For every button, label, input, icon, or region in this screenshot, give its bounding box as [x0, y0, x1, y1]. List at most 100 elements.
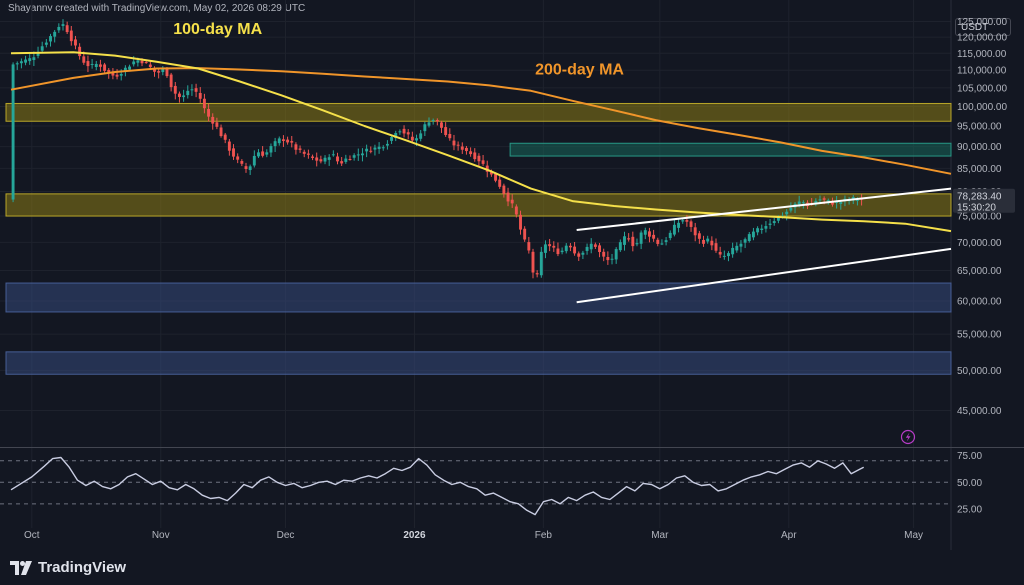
price-tick-label: 60,000.00 — [957, 297, 1002, 308]
candle-body — [760, 228, 764, 230]
candle-body — [623, 236, 626, 245]
candle-body — [419, 133, 423, 139]
candle-body — [402, 128, 406, 134]
candle-body — [306, 153, 310, 155]
candle-body — [751, 231, 755, 238]
candle-body — [211, 116, 215, 124]
candle-body — [598, 245, 601, 253]
price-tick-label: 85,000.00 — [957, 164, 1002, 175]
candle-body — [94, 63, 98, 68]
candle-body — [248, 166, 252, 171]
candle-body — [28, 58, 32, 62]
tradingview-logo-icon — [10, 560, 32, 575]
candle-body — [290, 141, 294, 143]
candle-body — [103, 64, 107, 71]
zone-blue — [5, 282, 952, 313]
candle-body — [814, 200, 818, 205]
zone-yellow — [5, 102, 952, 122]
time-tick-label: Nov — [152, 530, 170, 541]
time-tick-label: Apr — [781, 530, 797, 541]
candle-body — [381, 147, 385, 149]
price-tick-label: 55,000.00 — [957, 330, 1002, 341]
zone-yellow — [5, 193, 952, 217]
candle-body — [86, 61, 90, 67]
candle-body — [406, 132, 410, 135]
candle-body — [157, 71, 161, 73]
candle-body — [198, 92, 202, 99]
currency-selector[interactable]: USDT — [955, 18, 1011, 36]
candle-body — [452, 140, 456, 146]
time-tick-label: Mar — [651, 530, 669, 541]
candle-body — [385, 143, 389, 146]
candle-body — [681, 220, 685, 222]
candle-body — [444, 127, 448, 135]
candle-body — [315, 157, 319, 161]
candle-body — [165, 68, 169, 77]
candle-body — [53, 31, 57, 37]
zone-blue — [5, 351, 952, 375]
candle-body — [261, 151, 265, 156]
candle-body — [801, 202, 805, 204]
rsi-panel: 75.00 50.00 25.00 — [0, 451, 982, 516]
candle-body — [32, 57, 36, 60]
candle-body — [568, 245, 572, 248]
price-tick-label: 45,000.00 — [957, 406, 1002, 417]
price-chart[interactable]: 100-day MA 200-day MA 125,000.00 120,000.0… — [0, 0, 1024, 550]
candle-body — [502, 185, 506, 194]
grid-lines — [0, 0, 1024, 550]
candle-body — [298, 148, 302, 150]
candle-body — [148, 64, 152, 68]
candle-body — [727, 253, 730, 257]
candle-body — [523, 228, 527, 240]
candle-body — [394, 132, 398, 139]
last-price-tag — [953, 188, 1015, 213]
candle-body — [747, 234, 751, 242]
candle-body — [281, 139, 285, 141]
lightning-icon[interactable] — [900, 429, 916, 445]
candle-body — [144, 62, 148, 64]
candle-body — [822, 198, 826, 200]
price-tick-label: 95,000.00 — [957, 122, 1002, 133]
candle-body — [460, 146, 464, 150]
candle-body — [647, 231, 651, 237]
candle-body — [398, 131, 402, 133]
candle-body — [365, 148, 369, 152]
candle-body — [190, 89, 194, 91]
candle-body — [36, 52, 40, 56]
candle-body — [348, 159, 352, 161]
candle-body — [618, 242, 622, 251]
candle-body — [677, 222, 681, 228]
candle-body — [361, 153, 364, 156]
candle-body — [40, 46, 44, 51]
candle-body — [477, 155, 481, 162]
candle-body — [702, 239, 705, 244]
candle-body — [602, 251, 606, 257]
candle-body — [227, 141, 231, 151]
candle-body — [49, 36, 52, 42]
time-tick-label: Dec — [277, 530, 295, 541]
rsi-tick-label: 75.00 — [957, 451, 982, 462]
candle-body — [672, 224, 676, 235]
candle-body — [431, 120, 435, 122]
rsi-tick-label: 25.00 — [957, 505, 982, 516]
candle-body — [340, 161, 344, 164]
candle-body — [244, 166, 248, 170]
candle-body — [323, 157, 327, 162]
candle-body — [527, 242, 531, 251]
countdown-timer: 15:30:20 — [957, 203, 996, 214]
candle-body — [531, 251, 535, 273]
candle-body — [506, 192, 510, 202]
candle-body — [202, 98, 206, 109]
candle-body — [177, 93, 181, 97]
candle-body — [311, 156, 315, 158]
candle-body — [552, 245, 556, 248]
rsi-line — [10, 456, 865, 516]
candle-body — [743, 239, 747, 243]
candle-body — [82, 56, 86, 63]
candle-body — [693, 227, 697, 236]
time-tick-label: 2026 — [403, 530, 426, 541]
candle-body — [614, 249, 618, 260]
candle-body — [735, 245, 739, 251]
candle-body — [485, 165, 489, 172]
candle-body — [215, 122, 219, 127]
